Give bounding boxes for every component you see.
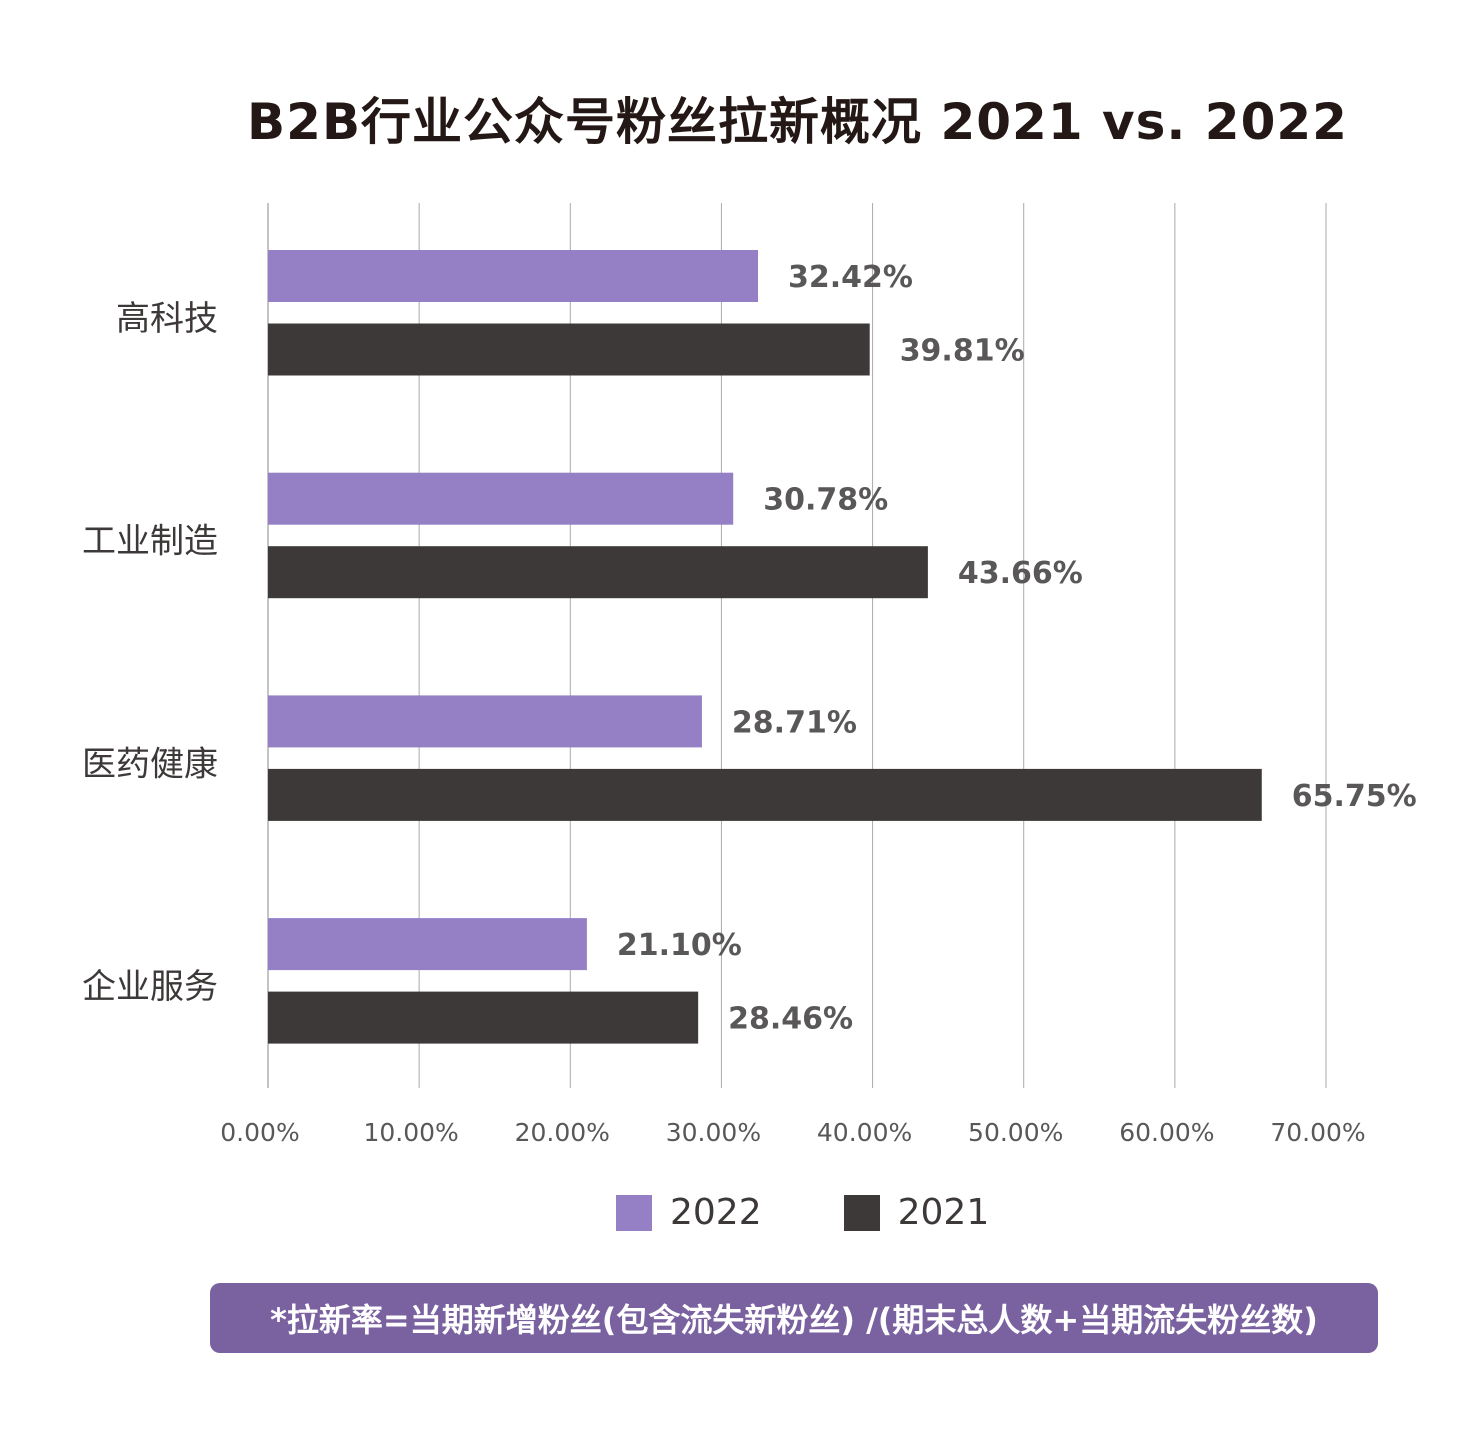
legend-item-2022: 2022 <box>616 1192 762 1233</box>
data-label: 28.46% <box>728 1002 853 1037</box>
legend: 2022 2021 <box>616 1192 1071 1233</box>
data-label: 43.66% <box>958 556 1083 591</box>
bar-2021 <box>268 768 1262 821</box>
bar-2022 <box>268 695 702 748</box>
x-tick-label: 30.00% <box>666 1118 761 1147</box>
category-label: 工业制造 <box>82 522 218 562</box>
category-label: 高科技 <box>116 299 218 339</box>
legend-swatch-2022 <box>616 1194 652 1231</box>
legend-label-2022: 2022 <box>670 1192 762 1233</box>
data-label: 65.75% <box>1292 779 1417 814</box>
bar-2021 <box>268 991 699 1044</box>
x-tick-label: 20.00% <box>515 1118 610 1147</box>
bar-2022 <box>268 918 587 971</box>
data-label: 28.71% <box>732 705 857 740</box>
x-tick-label: 40.00% <box>817 1118 912 1147</box>
category-label: 企业服务 <box>82 967 218 1007</box>
data-label: 32.42% <box>788 260 913 295</box>
x-tick-label: 70.00% <box>1270 1118 1365 1147</box>
bar-2021 <box>268 546 928 599</box>
x-tick-label: 0.00% <box>220 1118 299 1147</box>
data-label: 21.10% <box>617 928 742 963</box>
footnote-banner: *拉新率=当期新增粉丝(包含流失新粉丝) /(期末总人数+当期流失粉丝数) <box>210 1283 1378 1353</box>
bar-2022 <box>268 472 734 525</box>
legend-label-2021: 2021 <box>897 1192 990 1233</box>
data-label: 30.78% <box>763 483 888 518</box>
x-tick-label: 60.00% <box>1119 1118 1214 1147</box>
x-tick-label: 50.00% <box>968 1118 1063 1147</box>
legend-item-2021: 2021 <box>843 1192 990 1233</box>
footnote-text: *拉新率=当期新增粉丝(包含流失新粉丝) /(期末总人数+当期流失粉丝数) <box>270 1301 1318 1339</box>
x-tick-label: 10.00% <box>363 1118 458 1147</box>
legend-swatch-2021 <box>843 1194 880 1231</box>
chart-title: B2B行业公众号粉丝拉新概况 2021 vs. 2022 <box>247 93 1348 151</box>
category-label: 医药健康 <box>82 744 218 784</box>
bar-2021 <box>268 323 870 376</box>
bar-2022 <box>268 250 759 302</box>
data-label: 39.81% <box>900 334 1025 369</box>
